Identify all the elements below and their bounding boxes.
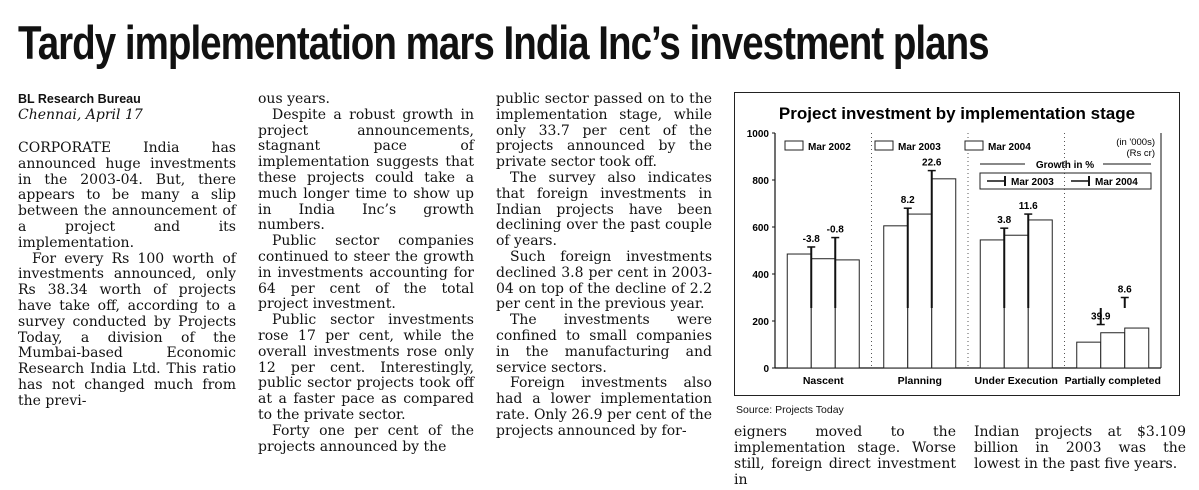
unit-note: (in '000s) (1116, 137, 1155, 148)
bar (1124, 327, 1150, 369)
growth-label: 39.9 (1091, 312, 1111, 323)
article-column-5: Indian projects at $3.109 billion in 200… (974, 424, 1186, 472)
paragraph: Indian projects at $3.109 billion in 200… (974, 424, 1186, 472)
paragraph: Foreign investments also had a lower imp… (496, 375, 712, 439)
growth-label: 22.6 (922, 158, 942, 169)
bar (786, 253, 812, 369)
legend-swatch (784, 140, 804, 151)
y-tick-label: 600 (752, 223, 769, 234)
growth-label: -3.8 (803, 234, 821, 245)
paragraph: CORPORATE India has announced huge inves… (18, 140, 236, 251)
y-tick-label: 200 (752, 317, 769, 328)
bar (931, 178, 957, 369)
bar (834, 259, 860, 369)
legend-swatch (964, 140, 984, 151)
growth-legend-title: Growth in % (1036, 160, 1094, 171)
x-tick-label: Nascent (803, 375, 844, 387)
x-tick-label: Planning (898, 375, 942, 387)
legend-label: Mar 2003 (898, 142, 941, 153)
growth-label: 8.2 (901, 195, 915, 206)
dateline: Chennai, April 17 (18, 107, 143, 123)
chart-title: Project investment by implementation sta… (779, 104, 1135, 123)
unit-note: (Rs cr) (1127, 148, 1156, 159)
growth-label: 3.8 (997, 215, 1011, 226)
y-tick-label: 0 (763, 364, 769, 375)
bar (1003, 234, 1029, 369)
article-column-1: BL Research Bureau Chennai, April 17 COR… (18, 92, 236, 410)
paragraph: Public sector companies continued to ste… (258, 233, 474, 313)
bar (907, 213, 933, 369)
paragraph: eigners moved to the implementation stag… (734, 424, 956, 488)
chart-source: Source: Projects Today (736, 404, 844, 416)
chart-panel: Project investment by implementation sta… (734, 92, 1180, 396)
headline: Tardy implementation mars India Inc’s in… (18, 16, 990, 69)
growth-label: 11.6 (1019, 201, 1038, 212)
paragraph: Forty one per cent of the projects annou… (258, 422, 474, 455)
article-column-2: ous years. Despite a robust growth in pr… (258, 91, 474, 455)
growth-label: -0.8 (827, 225, 845, 236)
byline: BL Research Bureau (18, 92, 141, 106)
investment-chart: Project investment by implementation sta… (747, 104, 1162, 387)
paragraph: Such foreign investments declined 3.8 pe… (496, 248, 712, 313)
article-column-3: public sector passed on to the implement… (496, 91, 712, 440)
paragraph: Public sector investments rose 17 per ce… (258, 312, 474, 423)
y-tick-label: 800 (752, 176, 769, 187)
bar (1100, 332, 1126, 369)
bar (1027, 219, 1053, 369)
legend-swatch (874, 140, 894, 151)
x-tick-label: Under Execution (975, 375, 1058, 387)
bar (810, 258, 836, 369)
x-tick-label: Partially completed (1065, 375, 1161, 387)
bar (1076, 341, 1102, 369)
growth-legend-label: Mar 2003 (1011, 177, 1054, 188)
paragraph: For every Rs 100 worth of investments an… (18, 250, 236, 409)
growth-legend-label: Mar 2004 (1095, 177, 1138, 188)
bar (979, 239, 1005, 369)
legend-label: Mar 2004 (988, 142, 1031, 153)
article-column-4: eigners moved to the implementation stag… (734, 424, 956, 488)
growth-label: 8.6 (1118, 285, 1132, 296)
growth-legend-box (979, 172, 1152, 190)
bar (883, 225, 909, 369)
y-tick-label: 1000 (747, 129, 770, 140)
paragraph: ous years. (258, 91, 330, 107)
paragraph: public sector passed on to the implement… (496, 91, 712, 171)
paragraph: Despite a robust growth in project annou… (258, 106, 474, 234)
y-tick-label: 400 (752, 270, 769, 281)
paragraph: The investments were confined to small c… (496, 312, 712, 376)
legend-label: Mar 2002 (808, 142, 851, 153)
paragraph: The survey also indicates that foreign i… (496, 169, 712, 250)
